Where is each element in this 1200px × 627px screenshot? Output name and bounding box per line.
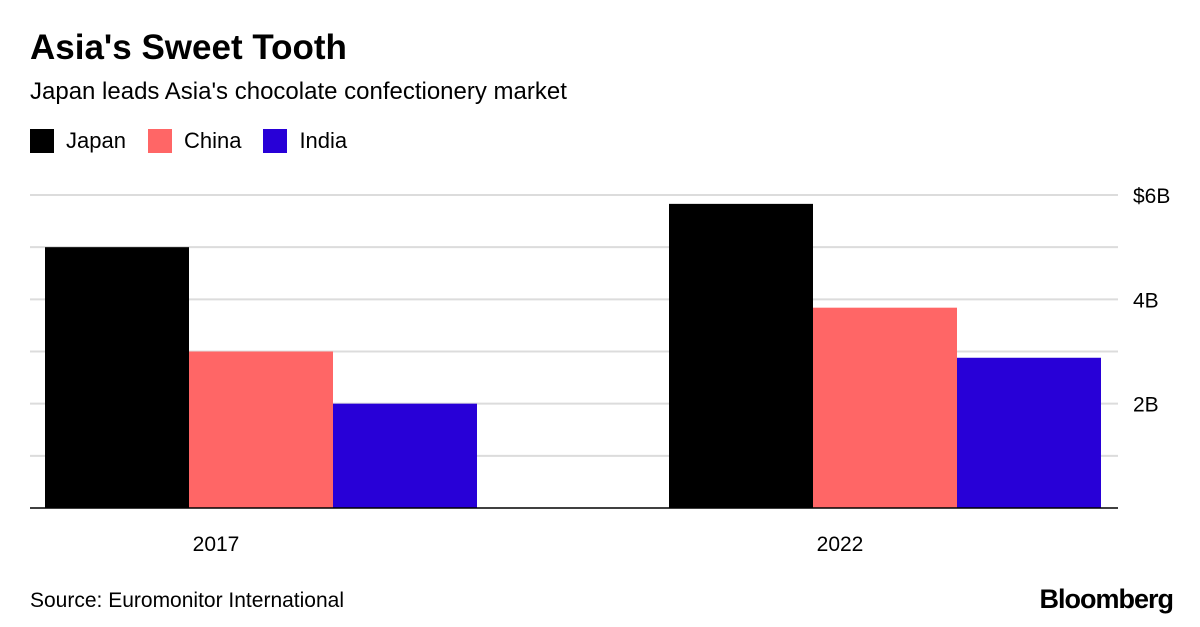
legend-label: China: [183, 128, 242, 153]
legend-label: India: [299, 128, 348, 153]
chart-title: Asia's Sweet Tooth: [30, 28, 347, 67]
chart-subtitle: Japan leads Asia's chocolate confectione…: [30, 78, 567, 105]
y-tick-label: $6B: [1133, 185, 1170, 208]
y-tick-label: 4B: [1133, 289, 1159, 312]
x-tick-label: 2022: [817, 533, 864, 556]
bar-india-2017: [333, 403, 477, 508]
legend-swatch: [147, 129, 172, 153]
legend-label: Japan: [66, 128, 126, 153]
bar-japan-2017: [45, 247, 189, 508]
y-tick-label: 2B: [1133, 394, 1159, 417]
bar-china-2017: [189, 351, 333, 508]
legend-swatch: [263, 129, 288, 153]
legend: Japan China India: [30, 128, 369, 154]
legend-item-india: India: [263, 128, 347, 154]
x-tick-label: 2017: [193, 533, 240, 556]
bar-japan-2022: [669, 203, 813, 508]
legend-item-japan: Japan: [30, 128, 126, 154]
bar-india-2022: [957, 357, 1101, 508]
legend-item-china: China: [147, 128, 242, 154]
source-note: Source: Euromonitor International: [30, 589, 345, 612]
legend-swatch: [30, 129, 54, 153]
bar-china-2022: [813, 307, 957, 508]
bloomberg-logo: Bloomberg: [1039, 584, 1174, 614]
